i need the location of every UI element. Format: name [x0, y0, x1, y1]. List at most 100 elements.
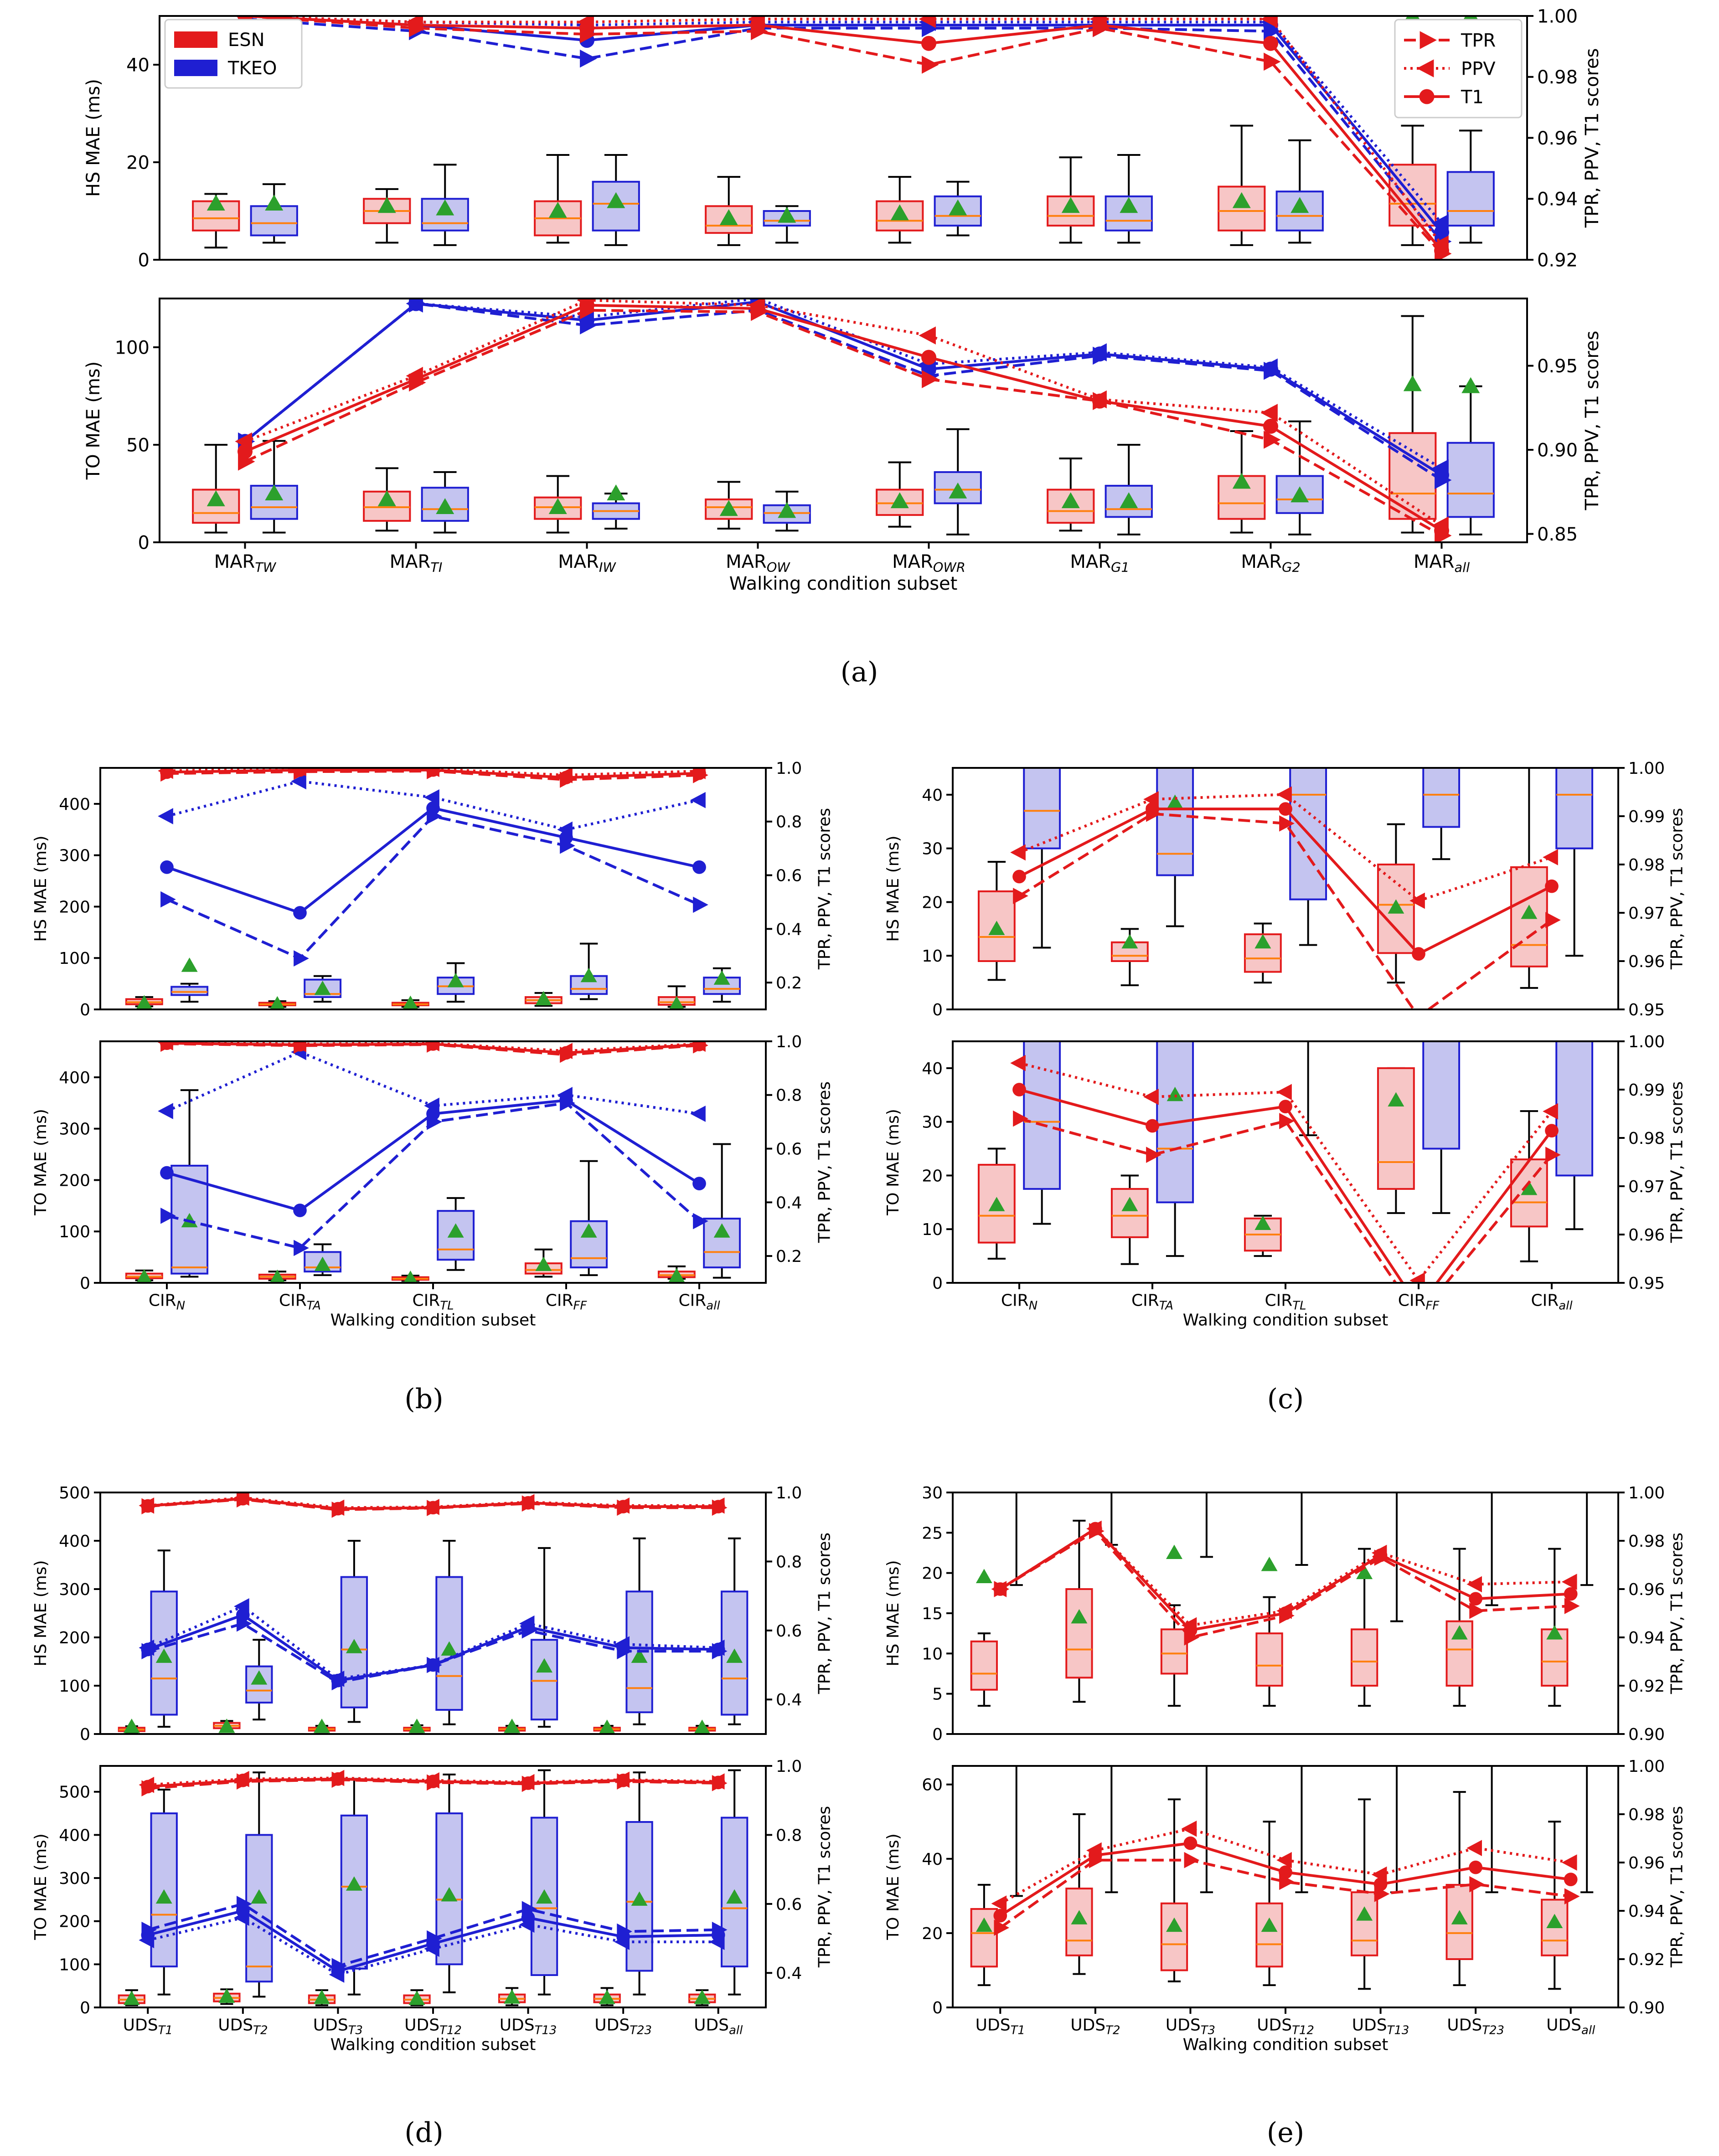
y2tick-label-4: 0.99	[1628, 1081, 1665, 1100]
box-iqr	[1156, 768, 1194, 876]
line-tkeo-tpr	[160, 808, 708, 967]
box-iqr	[970, 1640, 998, 1691]
box-mean-marker	[1566, 768, 1583, 769]
box-tkeo-5	[625, 1771, 653, 1996]
point-4	[1543, 1103, 1558, 1120]
chart-b-to: 0 100 200 300 400 0.2 0.4 0.6 0.8 1.0 TO MAE (ms) T…	[31, 1033, 834, 1330]
box-mean-marker	[504, 1719, 521, 1733]
y2tick-label-5: 1.00	[1628, 1484, 1665, 1503]
box-tkeo-4	[703, 1143, 741, 1279]
box-esn-2	[391, 995, 429, 1009]
point-3	[1276, 1852, 1292, 1868]
point-4	[921, 350, 936, 365]
box-esn-0	[118, 1719, 145, 1734]
box-esn-6	[1218, 124, 1266, 246]
box-mean-marker	[548, 202, 567, 218]
y2tick-label-1: 0.96	[1628, 1226, 1665, 1245]
box-iqr	[1289, 1484, 1314, 1485]
series-path	[1018, 812, 1553, 1009]
box-mean-marker	[726, 1889, 743, 1904]
point-0	[160, 1207, 176, 1224]
y2tick-label-3: 0.98	[1537, 67, 1578, 88]
line-esn-t1	[993, 1836, 1578, 1923]
y2tick-label-2: 0.94	[1628, 1629, 1665, 1647]
box-mean-marker	[408, 1719, 425, 1733]
point-4	[692, 1041, 706, 1051]
box-tkeo-1	[304, 975, 342, 1003]
point-4	[1545, 1124, 1559, 1137]
legend-metrics: TPR PPV T1	[1394, 19, 1523, 118]
line-esn-tpr	[1013, 1110, 1561, 1283]
line-esn-t1	[237, 16, 1449, 258]
plot-area-d-hs	[118, 1492, 749, 1734]
box-iqr	[1023, 768, 1061, 849]
box-esn-3	[1377, 1067, 1415, 1214]
box-esn-0	[970, 1883, 998, 1986]
box-iqr	[1574, 1484, 1600, 1485]
box-esn-6	[688, 1719, 716, 1734]
ytick-label-0: 0	[932, 1001, 943, 1019]
box-mean-marker	[1388, 1092, 1404, 1107]
y2label: TPR, PPV, T1 scores	[1667, 1081, 1686, 1243]
xtick-label-2: UDST3	[313, 2016, 363, 2037]
box-esn-7	[1389, 315, 1437, 534]
box-mean-marker	[1433, 768, 1450, 769]
box-tkeo-1	[245, 1639, 273, 1721]
box-mean-marker	[1521, 1180, 1538, 1195]
y2tick-label-1: 0.6	[776, 1622, 802, 1641]
y2tick-label-2: 0.8	[776, 1553, 802, 1571]
xtick-label-0: CIRN	[149, 1291, 185, 1312]
line-esn-t1	[1012, 802, 1559, 961]
point-2	[1184, 1852, 1200, 1868]
ytick-label-2: 200	[59, 1913, 90, 1931]
box-iqr	[1255, 1902, 1283, 1968]
box-mean-marker	[890, 492, 909, 509]
box-mean-marker	[136, 1269, 152, 1283]
point-6	[711, 1642, 725, 1657]
point-1	[293, 1204, 307, 1217]
box-mean-marker	[1291, 197, 1309, 213]
box-iqr	[170, 986, 209, 996]
box-mean-marker	[314, 1256, 331, 1271]
point-4	[921, 36, 936, 51]
point-4	[521, 1620, 535, 1634]
point-2	[426, 1041, 440, 1051]
box-mean-marker	[265, 484, 284, 500]
ytick-label-4: 400	[59, 1826, 90, 1845]
box-esn-3	[1255, 1557, 1283, 1707]
box-iqr	[1446, 442, 1495, 518]
box-mean-marker	[1521, 905, 1538, 919]
box-iqr	[1289, 768, 1327, 900]
y2tick-label-4: 0.98	[1628, 1806, 1665, 1824]
box-esn-4	[1350, 1798, 1378, 1990]
ytick-label-0: 0	[80, 1274, 90, 1293]
ytick-label-2: 20	[922, 893, 943, 912]
point-3	[1279, 1606, 1292, 1620]
box-mean-marker	[535, 991, 552, 1005]
box-tkeo-4	[703, 967, 741, 1003]
xtick-label-4: CIRall	[1531, 1291, 1573, 1312]
box-mean-marker	[1198, 1476, 1215, 1491]
point-2	[331, 1964, 345, 1978]
series-path	[245, 16, 1443, 252]
plot-area-a-to	[192, 298, 1495, 542]
series-path	[244, 298, 1443, 470]
box-mean-marker	[123, 1719, 140, 1733]
xtick-label-1: MARTI	[390, 551, 443, 575]
y2label: TPR, PPV, T1 scores	[815, 808, 834, 970]
box-mean-marker	[1008, 1750, 1025, 1765]
box-esn-1	[363, 188, 411, 244]
point-2	[331, 1772, 345, 1786]
ylabel: HS MAE (ms)	[83, 79, 104, 197]
box-tkeo-1	[304, 1243, 342, 1276]
legend-t1-marker	[1419, 89, 1435, 104]
box-esn-3	[1255, 1821, 1283, 1986]
box-mean-marker	[1546, 1914, 1563, 1928]
box-mean-marker	[346, 1639, 362, 1653]
point-0	[141, 1642, 155, 1657]
point-1	[1089, 1522, 1102, 1536]
ytick-label-0: 0	[932, 1999, 943, 2017]
point-0	[1013, 888, 1028, 904]
box-esn-6	[688, 1989, 716, 2007]
